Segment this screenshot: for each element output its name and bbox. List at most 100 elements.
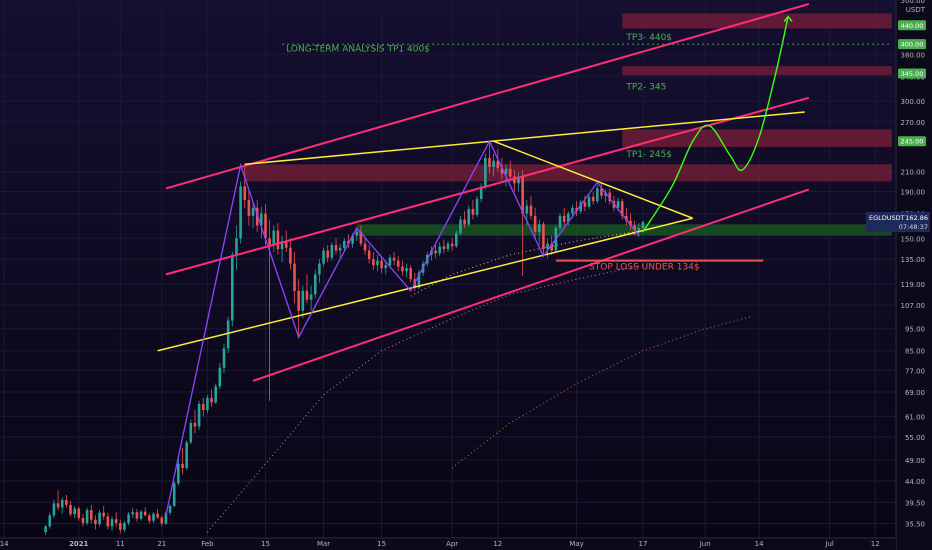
candle-body (508, 168, 512, 177)
moving-average-line (207, 264, 644, 533)
candle-body (264, 213, 267, 239)
candle-body (77, 508, 81, 519)
price-tick-label: 95.00 (905, 326, 925, 334)
candle-body (401, 266, 404, 272)
annotation-label: TP1- 245$ (625, 150, 672, 160)
price-zone (622, 66, 892, 76)
candle-body (131, 512, 135, 515)
price-tick-label: 107.00 (901, 302, 926, 310)
price-tick-label: 77.00 (905, 367, 925, 375)
candle-body (367, 250, 371, 260)
candle-body (608, 192, 612, 202)
candle-body (85, 510, 89, 523)
candle-body (492, 160, 495, 168)
zones (244, 13, 892, 236)
price-tick-label: 135.00 (901, 256, 926, 264)
countdown-label: 07:48:37 (899, 223, 928, 231)
time-tick-label: 17 (639, 540, 648, 548)
candle-body (293, 263, 296, 291)
candle-body (185, 442, 188, 469)
candle-body (388, 257, 392, 266)
candle-body (384, 265, 388, 269)
candle-body (529, 205, 533, 216)
candle-body (380, 260, 383, 269)
zigzag-pattern (165, 139, 640, 516)
annotation-label: TP3- 440$ (625, 33, 672, 43)
candle-body (313, 274, 317, 295)
candle-body (69, 504, 72, 515)
price-label-text: 245.00 (901, 138, 924, 146)
candle-body (525, 205, 529, 214)
time-tick-label: 21 (157, 540, 166, 548)
candle-body (517, 176, 520, 184)
candle-body (438, 246, 441, 254)
price-zone (622, 13, 892, 29)
candle-body (459, 219, 462, 234)
candle-body (359, 231, 363, 244)
time-axis[interactable]: 14 2021 11 21 Feb 15 Mar 15 Apr 12 May 17 Jun 14 Jul 12 (0, 537, 896, 550)
candle-body (533, 215, 537, 232)
candle-body (309, 294, 313, 300)
candle-body (446, 243, 450, 250)
candle-body (463, 219, 466, 225)
candle-body (284, 240, 288, 248)
price-tick-label: 150.00 (901, 235, 926, 243)
candle-body (376, 260, 379, 266)
candle-body (616, 201, 620, 208)
candle-body (52, 503, 56, 516)
candle-body (305, 290, 309, 300)
candle-body (276, 230, 280, 250)
candle-body (587, 196, 591, 207)
moving-averages (207, 230, 751, 533)
annotation-label: TP2- 345 (625, 83, 666, 93)
candle-body (521, 176, 524, 214)
candle-body (44, 526, 47, 533)
price-tick-label: 500.00 (901, 0, 926, 5)
price-tick-label: 119.00 (901, 281, 926, 289)
candle-body (181, 463, 184, 469)
candle-body (330, 245, 334, 258)
candle-body (255, 207, 259, 226)
candle-body (629, 220, 632, 226)
price-tick-label: 300.00 (901, 98, 926, 106)
price-label-badge (898, 136, 926, 147)
time-tick-label: 12 (493, 540, 502, 548)
trendline (252, 188, 810, 382)
candle-body (123, 522, 126, 530)
candle-body (583, 202, 587, 207)
candle-body (417, 272, 421, 288)
price-label-badge (898, 20, 926, 31)
last-price-label: 162.86 (905, 214, 928, 222)
candle-body (152, 513, 155, 521)
symbol-label: EGLDUSDT (869, 214, 905, 222)
candle-body (567, 213, 570, 222)
price-tick-label: 55.00 (905, 434, 925, 442)
candle-body (471, 208, 475, 215)
price-axis[interactable]: USDT500.00380.00340.00300.00270.00210.00… (895, 0, 932, 550)
candle-body (201, 403, 205, 411)
candle-body (110, 519, 114, 527)
currency-label: USDT (906, 6, 926, 14)
candle-body (106, 516, 110, 527)
candle-body (135, 512, 139, 519)
price-tick-label: 39.50 (905, 499, 925, 507)
candle-body (633, 225, 636, 231)
time-tick-label: 11 (116, 540, 125, 548)
candle-body (334, 245, 338, 251)
candle-body (73, 508, 76, 515)
candle-body (600, 188, 603, 196)
candle-body (168, 505, 172, 513)
candle-body (231, 254, 234, 321)
candle-body (243, 186, 247, 201)
price-zone (356, 224, 892, 236)
candle-body (409, 268, 412, 280)
candle-body (504, 168, 508, 174)
candle-body (571, 207, 574, 214)
candle-body (591, 196, 595, 202)
price-tick-label: 49.00 (905, 457, 925, 465)
price-tick-label: 85.00 (905, 348, 925, 356)
time-tick-label: 14 (755, 540, 764, 548)
symbol-badge (866, 212, 930, 233)
